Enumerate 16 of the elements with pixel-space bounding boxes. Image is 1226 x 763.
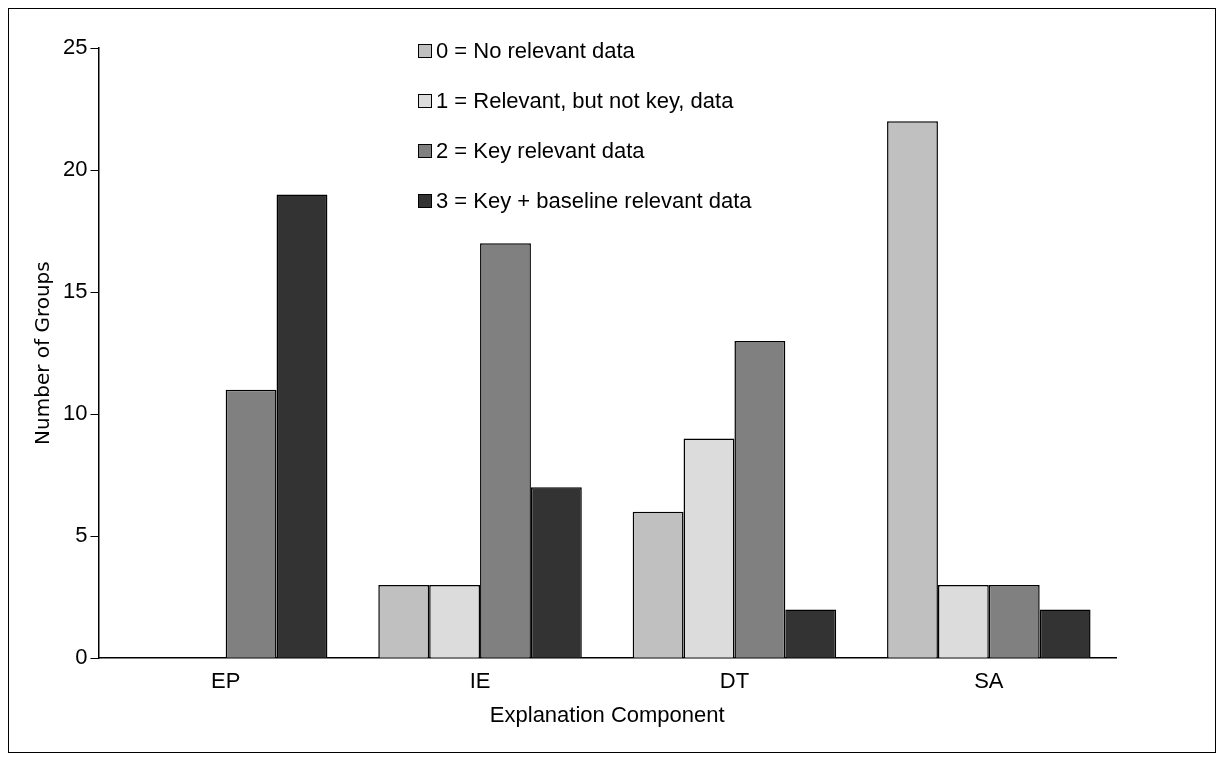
x-axis-title: Explanation Component [489,701,725,727]
y-tick-label: 10 [62,400,88,426]
x-tick-label: SA [974,668,1004,694]
y-tick-label: 25 [62,34,88,60]
y-tick-label: 15 [62,278,88,304]
y-tick-label: 0 [75,644,88,670]
y-tick-label: 20 [62,156,88,182]
legend-label: 3 = Key + baseline relevant data [436,188,752,214]
legend-label: 1 = Relevant, but not key, data [436,88,734,114]
x-tick-label: IE [469,668,491,694]
y-tick-label: 5 [75,522,88,548]
legend-label: 0 = No relevant data [436,38,635,64]
x-tick-label: DT [719,668,750,694]
y-axis-title: Number of Groups [30,261,55,445]
x-tick-label: EP [210,668,241,694]
legend-label: 2 = Key relevant data [436,138,645,164]
